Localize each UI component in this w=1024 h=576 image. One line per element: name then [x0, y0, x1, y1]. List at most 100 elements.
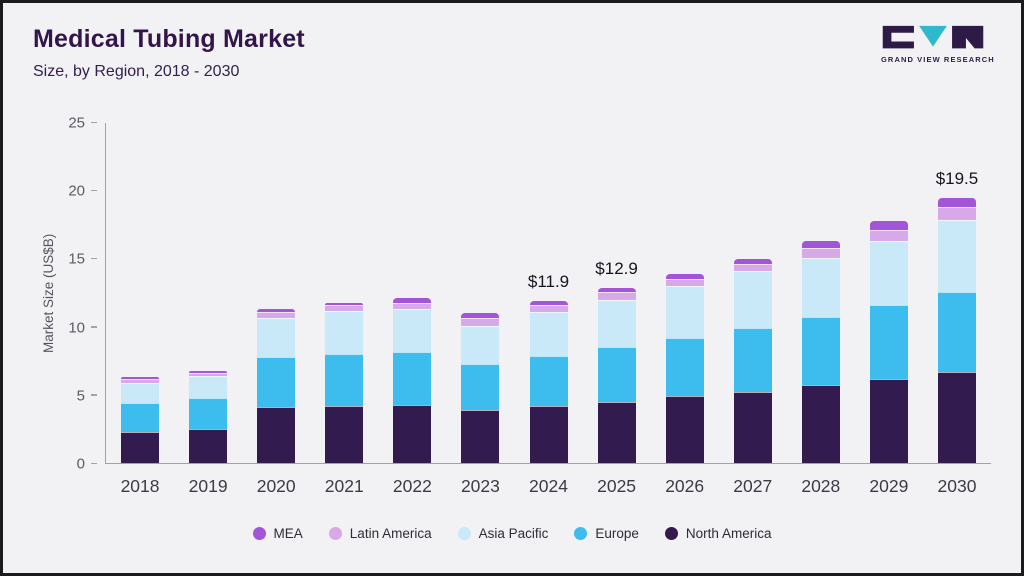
segment-europe-2018: [121, 403, 160, 432]
segment-north-america-2029: [869, 378, 908, 463]
segment-asia-pacific-2029: [869, 241, 908, 306]
segment-latin-america-2021: [325, 305, 364, 311]
segment-north-america-2023: [461, 409, 500, 463]
chart-header: Medical Tubing Market Size, by Region, 2…: [33, 25, 305, 81]
segment-north-america-2025: [597, 401, 636, 463]
segment-latin-america-2028: [801, 248, 840, 258]
page-title: Medical Tubing Market: [33, 25, 305, 53]
bar-group-2018: 2018: [106, 123, 174, 496]
segment-asia-pacific-2021: [325, 310, 364, 355]
bar-group-2021: 2021: [310, 123, 378, 496]
legend-swatch-north-america: [664, 527, 678, 540]
stacked-bar-2028: [801, 123, 840, 463]
segment-mea-2018: [121, 377, 160, 380]
x-axis-label-2021: 2021: [324, 476, 364, 496]
segment-europe-2023: [461, 363, 500, 410]
segment-europe-2026: [665, 337, 704, 397]
y-tick-label-25: 25: [68, 114, 85, 132]
bar-group-2030: $19.5 2030: [923, 123, 991, 496]
legend-item-mea: MEA: [252, 526, 303, 541]
segment-asia-pacific-2026: [665, 286, 704, 338]
stacked-bar-2029: [869, 123, 908, 463]
stacked-bar-2019: [189, 123, 228, 463]
x-axis-label-2019: 2019: [188, 476, 228, 496]
legend-item-north-america: North America: [664, 526, 772, 541]
segment-asia-pacific-2022: [393, 309, 432, 352]
segment-asia-pacific-2024: [529, 312, 568, 356]
segment-latin-america-2024: [529, 305, 568, 313]
segment-latin-america-2029: [869, 229, 908, 242]
segment-europe-2030: [937, 291, 976, 372]
segment-asia-pacific-2030: [937, 219, 976, 292]
y-tick-mark: [91, 462, 97, 464]
bar-group-2029: 2029: [855, 123, 923, 496]
y-tick-mark: [91, 394, 97, 396]
x-axis-label-2029: 2029: [869, 476, 909, 496]
segment-mea-2022: [393, 298, 432, 303]
segment-mea-2024: [529, 301, 568, 306]
bar-group-2023: 2023: [446, 123, 514, 496]
segment-north-america-2027: [733, 392, 772, 463]
stacked-bar-2030: [937, 123, 976, 463]
segment-mea-2027: [733, 259, 772, 264]
legend-swatch-asia-pacific: [457, 527, 471, 540]
segment-europe-2025: [597, 347, 636, 402]
y-tick-mark: [91, 189, 97, 192]
segment-europe-2029: [869, 305, 908, 379]
segment-europe-2021: [325, 354, 364, 406]
segment-asia-pacific-2018: [121, 382, 160, 404]
x-axis-label-2020: 2020: [256, 476, 296, 496]
y-tick-label-15: 15: [68, 250, 85, 268]
legend-label-latin-america: Latin America: [349, 526, 432, 541]
segment-north-america-2018: [121, 431, 160, 463]
x-axis-label-2030: 2030: [937, 476, 977, 496]
stacked-bar-2027: [733, 123, 772, 463]
segment-north-america-2022: [393, 404, 432, 463]
segment-mea-2026: [665, 274, 704, 279]
segment-europe-2024: [529, 355, 568, 406]
segment-latin-america-2020: [257, 312, 296, 318]
value-label-2030: $19.5: [935, 168, 979, 188]
segment-latin-america-2030: [937, 207, 976, 220]
segment-europe-2020: [257, 356, 296, 408]
segment-mea-2021: [325, 302, 364, 306]
value-label-2025: $12.9: [595, 258, 638, 278]
segment-europe-2028: [801, 317, 840, 386]
segment-north-america-2021: [325, 405, 364, 463]
page-subtitle: Size, by Region, 2018 - 2030: [33, 63, 240, 80]
stacked-bar-2023: [461, 123, 500, 463]
grand-view-research-logo: GRAND VIEW RESEARCH: [881, 23, 995, 64]
stacked-bar-chart: Market Size (US$B) 0 5 10 15 20 25 2018 2019 20…: [39, 115, 995, 573]
legend-label-mea: MEA: [273, 526, 303, 541]
x-axis-label-2026: 2026: [665, 476, 705, 496]
stacked-bar-2024: [529, 123, 568, 463]
segment-latin-america-2026: [665, 278, 704, 287]
bar-group-2022: 2022: [378, 123, 446, 496]
segment-mea-2019: [189, 370, 228, 373]
segment-europe-2019: [189, 397, 228, 429]
segment-north-america-2024: [529, 405, 568, 463]
segment-asia-pacific-2020: [257, 317, 296, 357]
segment-mea-2029: [869, 220, 908, 230]
segment-latin-america-2027: [733, 263, 772, 272]
bar-group-2025: $12.9 2025: [583, 123, 651, 496]
legend-item-latin-america: Latin America: [328, 526, 432, 541]
y-axis-ticks: 0 5 10 15 20 25: [39, 115, 97, 473]
x-axis-label-2018: 2018: [120, 476, 160, 496]
legend-label-europe: Europe: [595, 526, 639, 541]
stacked-bar-2022: [393, 123, 432, 463]
y-tick-label-0: 0: [76, 455, 85, 473]
segment-europe-2022: [393, 351, 432, 405]
segment-latin-america-2023: [461, 318, 500, 326]
y-tick-label-20: 20: [68, 182, 85, 200]
segment-north-america-2028: [801, 385, 840, 463]
stacked-bar-2025: [597, 123, 636, 463]
logo-text: GRAND VIEW RESEARCH: [881, 55, 995, 64]
stacked-bar-2021: [325, 123, 364, 463]
legend-label-north-america: North America: [685, 526, 772, 541]
segment-latin-america-2019: [189, 372, 228, 376]
legend-swatch-europe: [574, 527, 588, 540]
x-axis-label-2025: 2025: [597, 476, 637, 496]
segment-mea-2030: [937, 197, 976, 208]
